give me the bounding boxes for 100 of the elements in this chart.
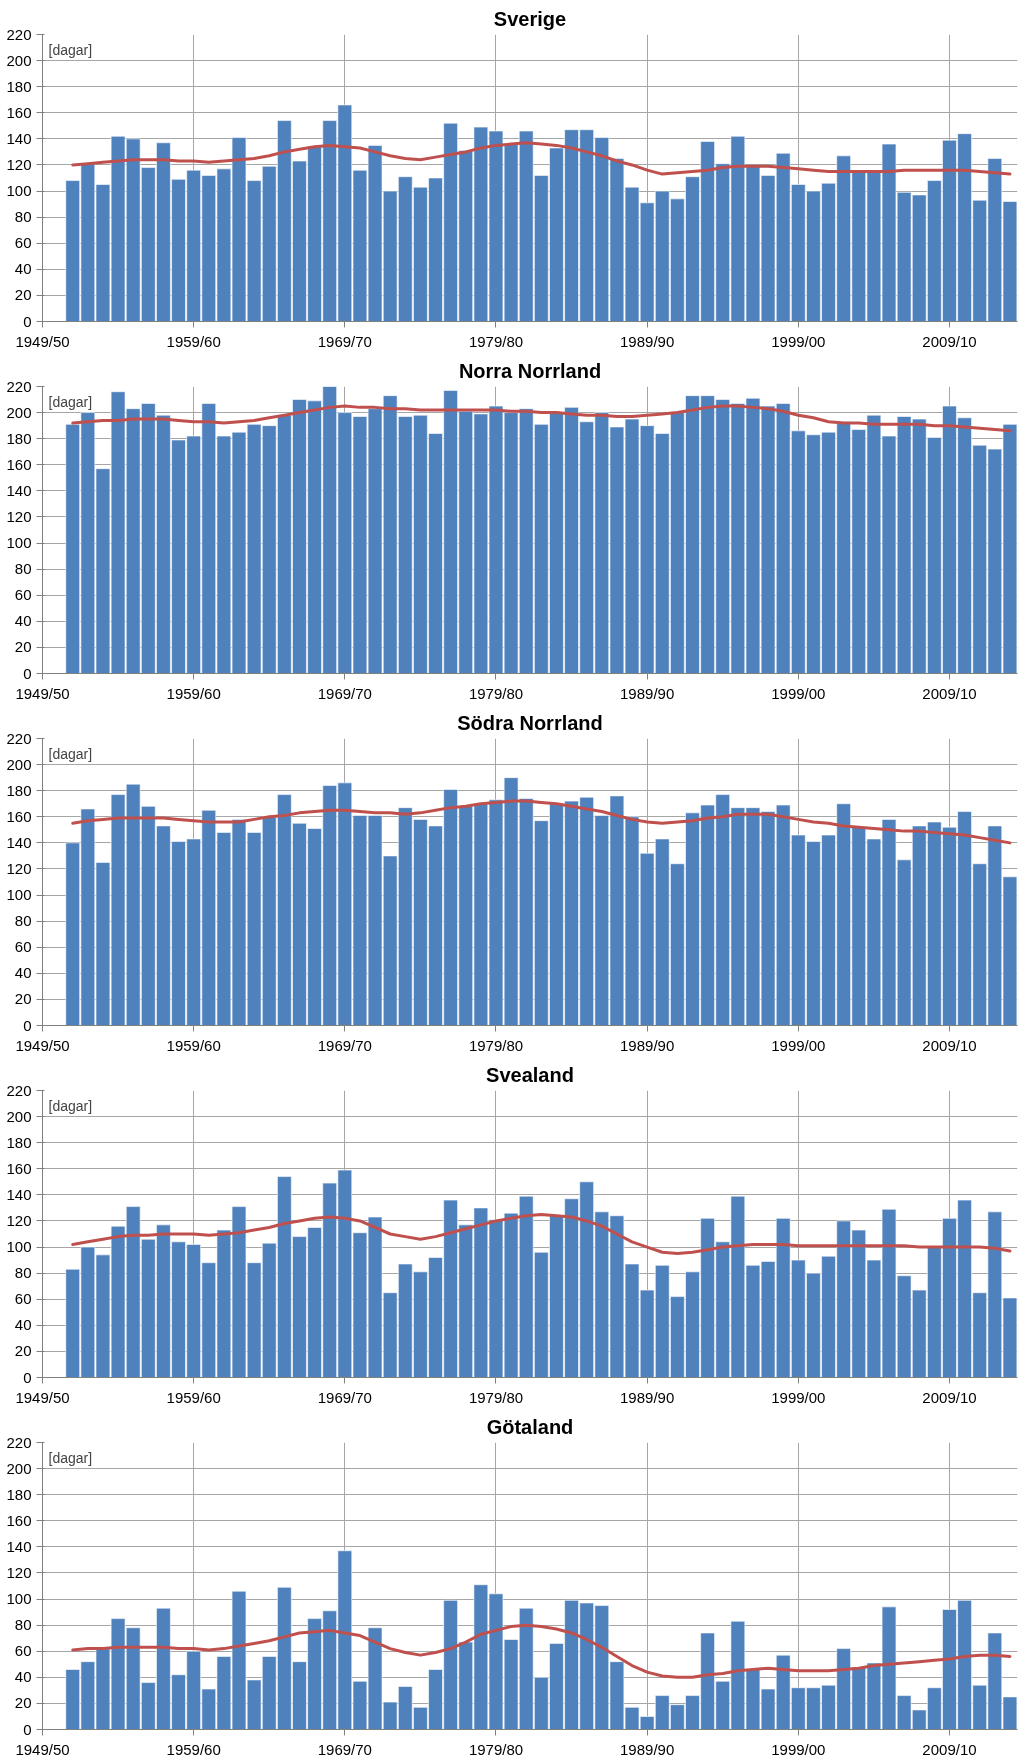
y-tick-label: 160 <box>6 807 32 825</box>
y-tick-label: 60 <box>14 586 32 604</box>
y-tick-label: 120 <box>6 1211 32 1229</box>
y-tick-label: 100 <box>6 1590 32 1608</box>
y-tick-label: 100 <box>6 182 32 200</box>
annotation: [dagar] <box>48 41 93 58</box>
x-tick-label: 1959/60 <box>166 1388 221 1406</box>
x-tick-label: 2009/10 <box>922 684 977 702</box>
chart-title: Götaland <box>486 1415 574 1438</box>
y-tick-label: 80 <box>14 560 32 578</box>
chart-title: Svealand <box>486 1063 574 1086</box>
y-tick-label: 140 <box>6 481 32 499</box>
x-tick-label: 1979/80 <box>468 1740 524 1758</box>
line-series <box>71 141 1012 176</box>
line-series <box>71 799 1012 845</box>
y-tick-label: 200 <box>6 755 32 773</box>
y-tick-label: 40 <box>14 1316 32 1334</box>
chart-title: Sverige <box>493 7 567 30</box>
y-tick-label: 160 <box>6 455 32 473</box>
x-tick-label: 1959/60 <box>166 332 221 350</box>
y-tick-label: 80 <box>14 208 32 226</box>
y-tick-label: 80 <box>14 912 32 930</box>
y-tick-label: 80 <box>14 1616 32 1634</box>
annotation: [dagar] <box>48 1097 93 1114</box>
y-tick-label: 40 <box>14 260 32 278</box>
y-tick-label: 220 <box>6 1433 32 1451</box>
y-tick-label: 160 <box>6 1511 32 1529</box>
y-tick-label: 180 <box>6 781 32 799</box>
y-tick-label: 100 <box>6 1238 32 1256</box>
x-tick-label: 1989/90 <box>620 684 675 702</box>
x-tick-label: 2009/10 <box>922 1740 977 1758</box>
y-tick-label: 100 <box>6 534 32 552</box>
x-tick-label: 1969/70 <box>317 332 372 350</box>
y-tick-label: 0 <box>23 1720 32 1738</box>
x-tick-label: 1999/00 <box>771 684 826 702</box>
y-tick-label: 20 <box>14 286 32 304</box>
annotation: [dagar] <box>48 393 93 410</box>
x-tick-label: 1949/50 <box>15 1036 70 1054</box>
y-tick-label: 200 <box>6 1459 32 1477</box>
x-tick-label: 1979/80 <box>468 684 524 702</box>
y-tick-label: 160 <box>6 1159 32 1177</box>
y-tick-label: 20 <box>14 638 32 656</box>
x-tick-label: 1999/00 <box>771 1740 826 1758</box>
x-tick-label: 1999/00 <box>771 1036 826 1054</box>
y-tick-label: 20 <box>14 1342 32 1360</box>
x-tick-label: 1969/70 <box>317 1036 372 1054</box>
x-tick-label: 1989/90 <box>620 1036 675 1054</box>
y-tick-label: 120 <box>6 1563 32 1581</box>
x-tick-label: 2009/10 <box>922 1036 977 1054</box>
y-tick-label: 40 <box>14 612 32 630</box>
annotation: [dagar] <box>48 1449 93 1466</box>
y-tick-label: 140 <box>6 833 32 851</box>
x-tick-label: 1979/80 <box>468 332 524 350</box>
x-tick-label: 1949/50 <box>15 684 70 702</box>
y-tick-label: 220 <box>6 25 32 43</box>
y-tick-label: 20 <box>14 1694 32 1712</box>
x-tick-label: 1989/90 <box>620 1740 675 1758</box>
y-tick-label: 120 <box>6 155 32 173</box>
y-tick-label: 60 <box>14 234 32 252</box>
x-tick-label: 1959/60 <box>166 1740 221 1758</box>
x-tick-label: 1959/60 <box>166 684 221 702</box>
y-tick-label: 100 <box>6 886 32 904</box>
y-tick-label: 200 <box>6 51 32 69</box>
x-tick-label: 1969/70 <box>317 1388 372 1406</box>
y-tick-label: 140 <box>6 129 32 147</box>
x-tick-label: 1979/80 <box>468 1036 524 1054</box>
y-tick-label: 220 <box>6 377 32 395</box>
y-tick-label: 20 <box>14 990 32 1008</box>
y-tick-label: 40 <box>14 1668 32 1686</box>
y-tick-label: 120 <box>6 859 32 877</box>
x-tick-label: 1999/00 <box>771 332 826 350</box>
x-tick-label: 1969/70 <box>317 1740 372 1758</box>
y-tick-label: 80 <box>14 1264 32 1282</box>
x-tick-label: 1949/50 <box>15 1740 70 1758</box>
y-tick-label: 180 <box>6 77 32 95</box>
y-tick-label: 140 <box>6 1537 32 1555</box>
y-tick-label: 140 <box>6 1185 32 1203</box>
x-tick-label: 1949/50 <box>15 332 70 350</box>
line-series <box>71 1212 1012 1256</box>
y-tick-label: 40 <box>14 964 32 982</box>
y-tick-label: 200 <box>6 1107 32 1125</box>
y-tick-label: 220 <box>6 1081 32 1099</box>
y-tick-label: 160 <box>6 103 32 121</box>
y-tick-label: 0 <box>23 312 32 330</box>
x-tick-label: 1989/90 <box>620 1388 675 1406</box>
x-tick-label: 1949/50 <box>15 1388 70 1406</box>
y-tick-label: 220 <box>6 729 32 747</box>
y-tick-label: 60 <box>14 938 32 956</box>
y-tick-label: 180 <box>6 1485 32 1503</box>
x-tick-label: 1969/70 <box>317 684 372 702</box>
x-tick-label: 2009/10 <box>922 1388 977 1406</box>
x-tick-label: 1959/60 <box>166 1036 221 1054</box>
x-tick-label: 2009/10 <box>922 332 977 350</box>
line-series <box>71 1623 1012 1679</box>
y-tick-label: 0 <box>23 664 32 682</box>
y-tick-label: 180 <box>6 1133 32 1151</box>
y-tick-label: 0 <box>23 1368 32 1386</box>
y-tick-label: 60 <box>14 1642 32 1660</box>
x-tick-label: 1979/80 <box>468 1388 524 1406</box>
y-tick-label: 0 <box>23 1016 32 1034</box>
